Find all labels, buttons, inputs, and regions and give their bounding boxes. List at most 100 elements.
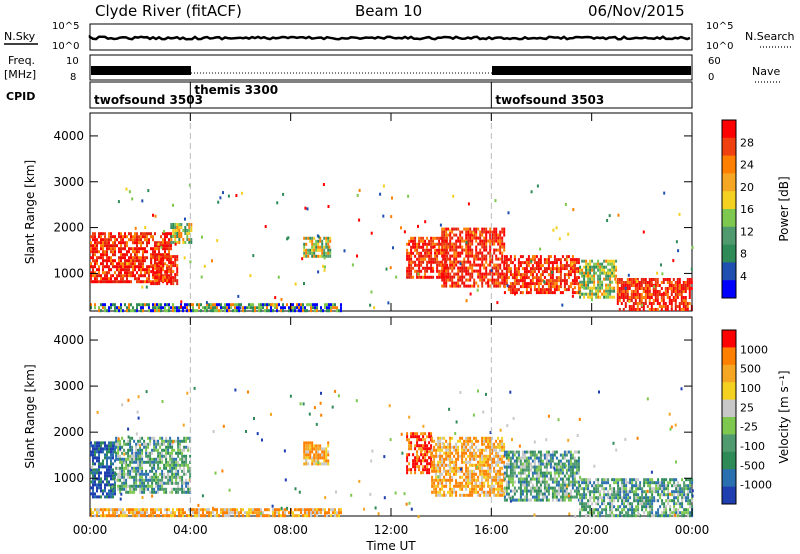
data-cell [581,502,584,506]
data-cell [473,442,476,446]
data-cell [519,483,522,487]
data-cell [515,456,518,460]
data-cell [603,265,606,269]
data-cell [561,489,564,493]
data-cell [132,268,134,272]
data-cell [126,268,128,272]
freq-tick-low: 8 [70,72,76,83]
data-cell [487,251,490,255]
data-cell [204,306,206,310]
data-cell [614,277,617,281]
data-cell [453,272,456,276]
data-cell [569,258,572,262]
data-cell [519,492,522,496]
data-cell [164,253,166,257]
data-cell [525,462,528,466]
data-cell [513,489,516,493]
data-cell [146,268,148,272]
data-cell [280,309,282,313]
data-cell [224,303,226,307]
data-cell [541,279,544,283]
data-cell [619,505,622,509]
data-cell [163,490,166,494]
data-cell [493,242,496,246]
data-cell [416,459,419,463]
data-cell [122,277,124,281]
date-title: 06/Nov/2015 [588,2,685,20]
data-cell [469,451,472,455]
data-cell [483,493,486,497]
data-cell [122,280,124,284]
data-cell [186,306,188,310]
data-cell [670,287,673,290]
data-cell [159,460,162,464]
data-cell [469,457,472,461]
data-cell [585,283,588,287]
data-cell [303,251,306,255]
data-cell [128,268,130,272]
data-cell [521,480,524,484]
data-cell [589,268,592,272]
data-cell [467,484,470,488]
data-cell [143,439,146,443]
data-cell [609,295,612,299]
data-cell [467,475,470,479]
data-cell [529,462,532,466]
data-cell [186,303,188,307]
data-cell [579,478,582,482]
data-cell [521,453,524,457]
data-cell [593,514,596,518]
data-cell [616,302,619,305]
data-cell [120,306,122,310]
data-cell [449,469,452,473]
data-cell [481,284,484,288]
data-cell [463,493,466,497]
data-cell [497,278,500,282]
data-cell [475,248,478,252]
data-cell [106,453,108,457]
data-cell [616,296,619,299]
data-cell [609,274,612,278]
data-cell [503,263,506,267]
data-cell [654,281,657,284]
data-cell [477,478,480,482]
data-cell [416,251,419,255]
data-cell [591,295,594,299]
data-cell [307,251,310,255]
data-cell [595,484,598,488]
data-cell [646,284,649,287]
data-cell [305,450,308,454]
data-cell [571,462,574,466]
data-cell [565,261,568,265]
data-cell [414,236,417,240]
data-cell [170,247,172,251]
data-cell [139,445,142,449]
data-cell [533,282,536,286]
data-cell [513,264,516,268]
data-cell [555,267,558,271]
data-cell [136,306,138,310]
data-cell [155,445,158,449]
data-cell [410,257,413,261]
data-cell [563,498,566,502]
data-cell [533,498,536,502]
data-cell [644,290,647,293]
data-cell [613,514,616,518]
data-cell [160,267,163,271]
data-cell [597,259,600,263]
data-cell [575,468,578,472]
data-cell [323,459,326,463]
data-cell [317,447,320,451]
data-cell [311,447,314,451]
data-cell [489,469,492,473]
data-cell [656,271,659,275]
data-cell [535,279,538,283]
data-cell [656,284,659,287]
data-cell [497,481,500,485]
data-cell [158,306,160,310]
data-cell [481,487,484,491]
data-cell [162,244,164,248]
data-cell [173,460,176,464]
data-cell [98,265,100,269]
data-cell [430,257,433,261]
